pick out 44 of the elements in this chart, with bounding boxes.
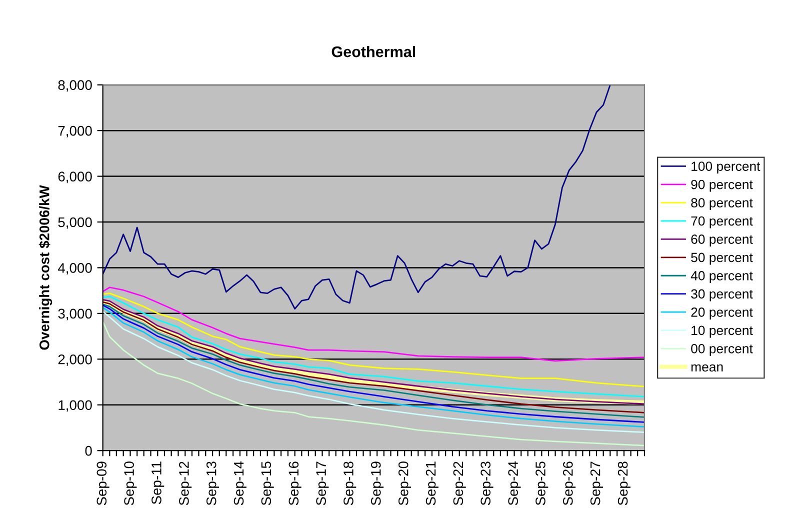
legend-label: 60 percent [691, 234, 753, 247]
x-tick-label: Sep-12 [179, 462, 192, 506]
x-tick-label: Sep-17 [316, 462, 329, 506]
x-tick-label: Sep-14 [234, 461, 246, 506]
x-tick-label: Sep-22 [453, 462, 466, 506]
x-tick-label: Sep-15 [261, 462, 274, 506]
y-tick-label: 4,000 [58, 263, 92, 275]
legend-label: 70 percent [691, 216, 753, 228]
x-tick-label: Sep-11 [152, 462, 164, 504]
legend-label: 90 percent [691, 180, 753, 192]
x-tick-label: Sep-27 [590, 462, 603, 506]
line-series [102, 84, 611, 310]
x-tick-label: Sep-09 [96, 462, 110, 506]
y-axis-title: Overnight cost $2006/kW [38, 185, 52, 350]
x-tick-label: Sep-16 [288, 462, 302, 506]
legend-label: 20 percent [691, 308, 753, 320]
y-tick-label: 2,000 [58, 354, 92, 366]
x-tick-label: Sep-18 [344, 462, 356, 506]
legend-label: 50 percent [691, 252, 753, 265]
y-tick-label: 8,000 [58, 80, 92, 92]
y-tick-label: 3,000 [58, 308, 92, 320]
x-tick-label: Sep-13 [206, 462, 220, 506]
x-tick-label: Sep-10 [124, 462, 137, 506]
x-tick-label: Sep-19 [370, 462, 384, 506]
legend-label: 00 percent [691, 344, 753, 356]
x-tick-label: Sep-24 [508, 461, 521, 506]
x-tick-label: Sep-26 [562, 462, 576, 506]
y-tick-label: 0 [85, 446, 92, 456]
chart-title: Geothermal [332, 46, 416, 58]
legend-label: 10 percent [692, 326, 753, 338]
legend-label: 80 percent [691, 198, 753, 210]
y-tick-label: 5,000 [58, 217, 92, 229]
y-tick-label: 6,000 [58, 172, 92, 184]
y-tick-label: 1,000 [58, 400, 92, 412]
legend-label: 40 percent [690, 271, 753, 283]
x-tick-label: Sep-25 [536, 462, 548, 506]
y-tick-label: 7,000 [58, 126, 92, 138]
x-tick-label: Sep-21 [426, 462, 438, 506]
x-tick-label: Sep-28 [618, 462, 630, 506]
legend-label: mean [691, 364, 723, 372]
x-tick-label: Sep-23 [480, 462, 494, 506]
x-tick-label: Sep-20 [398, 462, 412, 506]
legend-label: 30 percent [691, 289, 753, 302]
legend-label: 100 percent [692, 162, 760, 174]
